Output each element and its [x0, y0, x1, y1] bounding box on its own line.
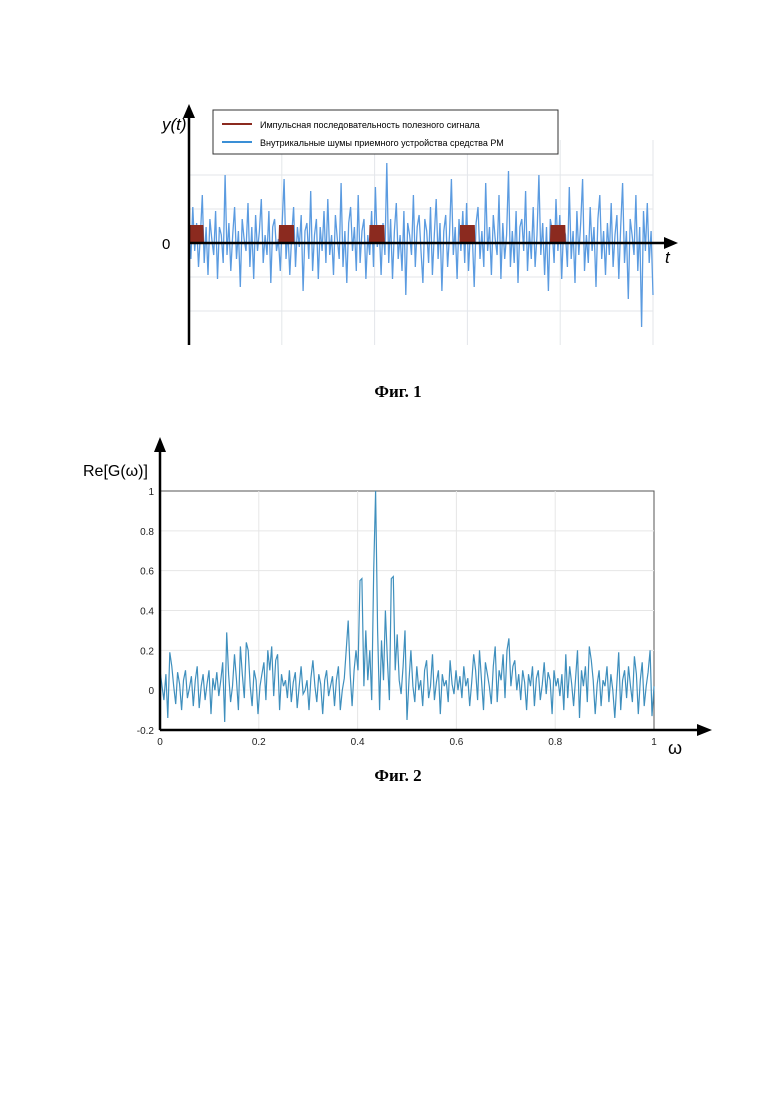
figure-2-chart: 00.20.40.60.81-0.200.20.40.60.81 Re[G(ω)…	[0, 0, 780, 800]
figure-2-x-arrow	[697, 724, 712, 736]
figure-2-y-arrow	[154, 437, 166, 452]
x-tick-label: 0.4	[351, 737, 365, 748]
x-tick-label: 0	[157, 737, 163, 748]
figure-2-y-axis-label: Re[G(ω)]	[83, 463, 148, 480]
y-tick-label: 0.4	[140, 607, 154, 618]
y-tick-label: 0.6	[140, 567, 154, 578]
y-tick-label: 0.2	[140, 646, 154, 657]
figure-2-caption: Фиг. 2	[338, 766, 458, 786]
x-tick-label: 0.8	[548, 737, 562, 748]
x-tick-label: 0.6	[449, 737, 463, 748]
y-tick-label: 0.8	[140, 527, 154, 538]
figure-2-x-axis-label: ω	[668, 738, 682, 758]
x-tick-label: 0.2	[252, 737, 266, 748]
x-tick-label: 1	[651, 737, 657, 748]
y-tick-label: 0	[148, 686, 154, 697]
y-tick-label: -0.2	[137, 726, 155, 737]
y-tick-label: 1	[148, 487, 154, 498]
